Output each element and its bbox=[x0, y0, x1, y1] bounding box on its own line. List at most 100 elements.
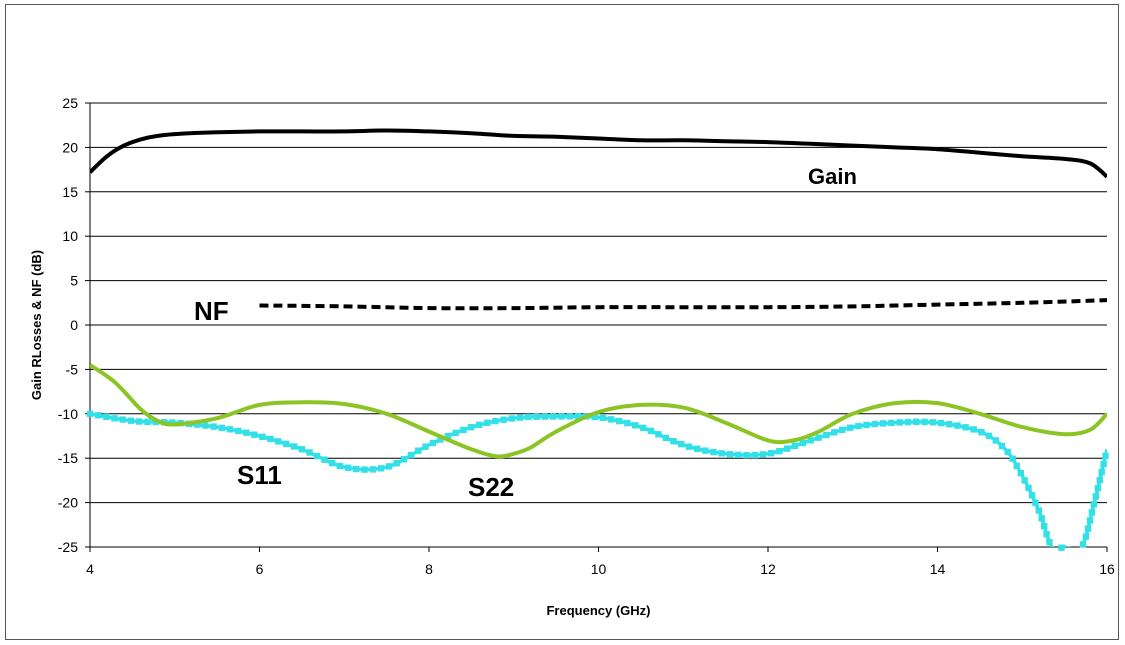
s11-marker bbox=[95, 412, 102, 419]
x-axis-title: Frequency (GHz) bbox=[546, 603, 650, 618]
gain-series-line bbox=[90, 128, 1107, 179]
x-tick-label: 16 bbox=[1099, 561, 1115, 577]
s11-marker bbox=[718, 450, 725, 457]
s11-marker bbox=[694, 445, 701, 452]
s11-marker bbox=[136, 418, 143, 425]
s11-marker bbox=[1035, 507, 1042, 514]
y-tick-label: -25 bbox=[58, 539, 78, 555]
gain-series-label: Gain bbox=[808, 164, 857, 189]
s11-marker bbox=[550, 413, 557, 420]
s11-marker bbox=[710, 448, 717, 456]
s22-series-line bbox=[90, 363, 1107, 459]
s11-marker bbox=[298, 446, 306, 453]
s11-marker bbox=[267, 435, 274, 443]
s11-marker bbox=[815, 434, 822, 441]
s11-marker bbox=[776, 448, 783, 455]
s11-marker bbox=[111, 415, 118, 422]
s11-marker bbox=[1092, 493, 1100, 500]
s11-marker bbox=[1079, 541, 1087, 548]
s11-marker bbox=[500, 416, 507, 423]
y-tick-label: -10 bbox=[58, 406, 78, 422]
s11-marker bbox=[888, 419, 895, 427]
s11-marker bbox=[970, 426, 977, 433]
s11-marker bbox=[1009, 455, 1016, 462]
s11-marker bbox=[574, 413, 582, 420]
y-tick-label: 10 bbox=[62, 228, 78, 244]
chart-frame bbox=[5, 4, 1119, 640]
s11-marker bbox=[422, 443, 429, 450]
x-tick-label: 6 bbox=[256, 561, 264, 577]
s11-marker bbox=[647, 427, 655, 435]
s11-marker bbox=[541, 413, 549, 420]
s11-marker bbox=[103, 413, 110, 420]
s11-marker bbox=[558, 413, 565, 420]
s11-marker bbox=[259, 433, 266, 440]
s11-marker bbox=[799, 439, 806, 447]
s11-marker bbox=[1043, 531, 1050, 538]
s11-marker bbox=[533, 413, 540, 420]
s11-marker bbox=[1086, 517, 1094, 524]
s11-marker bbox=[408, 451, 415, 459]
y-tick-label: 0 bbox=[70, 317, 78, 333]
s11-marker bbox=[1100, 460, 1107, 468]
s11-marker bbox=[415, 447, 422, 454]
s11-marker bbox=[863, 421, 870, 429]
s11-marker bbox=[946, 421, 953, 428]
s11-marker bbox=[751, 451, 758, 459]
s11-marker bbox=[508, 415, 515, 422]
s11-marker bbox=[194, 421, 201, 428]
s11-marker bbox=[1028, 492, 1036, 499]
x-tick-label: 8 bbox=[425, 561, 433, 577]
s22-series-label: S22 bbox=[468, 472, 514, 502]
s11-marker bbox=[1096, 477, 1103, 484]
nf-series-line bbox=[259, 298, 1107, 311]
s11-marker bbox=[235, 427, 242, 435]
x-tick-label: 4 bbox=[86, 561, 94, 577]
s11-marker bbox=[1082, 533, 1090, 540]
s11-marker bbox=[385, 463, 393, 470]
s11-marker bbox=[437, 436, 444, 443]
s11-marker bbox=[978, 429, 985, 436]
s11-marker bbox=[678, 441, 685, 448]
y-tick-label: 20 bbox=[62, 139, 78, 155]
x-tick-label: 12 bbox=[760, 561, 776, 577]
s11-series-label: S11 bbox=[237, 460, 282, 490]
s11-marker bbox=[954, 422, 961, 429]
s11-marker bbox=[896, 419, 903, 426]
s11-marker bbox=[1021, 477, 1028, 484]
s11-marker bbox=[962, 424, 969, 431]
y-tick-label: 25 bbox=[62, 95, 78, 111]
y-tick-label: 5 bbox=[70, 273, 78, 289]
s11-marker bbox=[429, 439, 437, 447]
s11-marker bbox=[1058, 544, 1065, 551]
s11-marker bbox=[290, 443, 298, 450]
s11-marker bbox=[400, 456, 408, 463]
s11-marker bbox=[929, 419, 937, 426]
series bbox=[86, 128, 1109, 551]
s11-marker bbox=[1098, 468, 1105, 476]
s11-marker bbox=[686, 443, 693, 450]
nf-series-label: NF bbox=[194, 296, 229, 326]
s11-marker bbox=[226, 426, 234, 433]
s11-marker bbox=[566, 413, 573, 420]
s11-marker bbox=[1013, 462, 1020, 470]
s11-marker bbox=[904, 418, 912, 426]
s11-marker bbox=[393, 460, 400, 467]
s11-marker bbox=[1090, 501, 1097, 508]
s11-marker bbox=[847, 424, 854, 431]
s11-marker bbox=[353, 465, 360, 473]
s11-marker bbox=[144, 418, 151, 425]
s11-marker bbox=[831, 429, 838, 436]
s11-marker bbox=[1046, 538, 1053, 546]
y-tick-label: -5 bbox=[66, 361, 79, 377]
s11-marker bbox=[344, 464, 352, 471]
s11-marker bbox=[823, 431, 830, 439]
s11-marker bbox=[460, 426, 467, 434]
s11-marker bbox=[86, 410, 94, 417]
s11-marker bbox=[791, 442, 799, 449]
s11-marker bbox=[444, 432, 452, 440]
s11-marker bbox=[839, 426, 846, 433]
s11-marker bbox=[599, 414, 607, 422]
s11-marker bbox=[243, 429, 250, 436]
